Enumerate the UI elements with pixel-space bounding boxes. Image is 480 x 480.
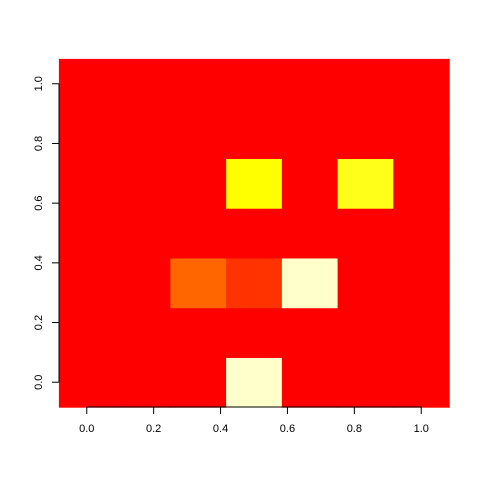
heatmap-cell bbox=[170, 58, 227, 110]
heatmap-cell bbox=[226, 58, 283, 110]
x-tick-label: 1.0 bbox=[414, 423, 429, 435]
heatmap-cell bbox=[58, 307, 116, 358]
heatmap-cell bbox=[226, 158, 283, 209]
heatmap-cell bbox=[114, 307, 171, 358]
heatmap-cell bbox=[281, 208, 339, 259]
heatmap-cell bbox=[281, 357, 339, 408]
heatmap-cell bbox=[393, 108, 450, 160]
heatmap-cell bbox=[337, 208, 394, 259]
heatmap-cell bbox=[281, 158, 339, 209]
heatmap-cell bbox=[58, 108, 116, 160]
heatmap-cell bbox=[337, 108, 394, 160]
heatmap-cell bbox=[114, 58, 171, 110]
heatmap-cell bbox=[226, 357, 283, 408]
heatmap-cell bbox=[281, 307, 339, 358]
x-tick-label: 0.0 bbox=[79, 423, 94, 435]
heatmap-cell bbox=[58, 208, 116, 259]
x-axis: 0.0 0.2 0.4 0.6 0.8 1.0 bbox=[79, 406, 429, 435]
heatmap-cell bbox=[337, 307, 394, 358]
heatmap-cell bbox=[281, 108, 339, 160]
heatmap-cell bbox=[170, 108, 227, 160]
y-tick-label: 0.8 bbox=[33, 136, 45, 151]
heatmap-cell bbox=[114, 357, 171, 408]
heatmap-cell bbox=[114, 158, 171, 209]
x-tick-label: 0.6 bbox=[280, 423, 295, 435]
heatmap-cell bbox=[281, 257, 339, 309]
heatmap-cell bbox=[226, 108, 283, 160]
y-tick-label: 0.6 bbox=[33, 196, 45, 211]
x-tick-label: 0.8 bbox=[347, 423, 362, 435]
heatmap-cell bbox=[226, 208, 283, 259]
heatmap-cell bbox=[114, 108, 171, 160]
y-tick-label: 0.4 bbox=[33, 255, 45, 270]
heatmap-cell bbox=[393, 357, 450, 408]
heatmap-cell bbox=[337, 158, 394, 209]
heatmap-cell bbox=[226, 257, 283, 309]
heatmap-cell bbox=[337, 58, 394, 110]
x-tick-label: 0.2 bbox=[146, 423, 161, 435]
heatmap-cell bbox=[170, 257, 227, 309]
heatmap-cell bbox=[58, 357, 116, 408]
heatmap-cell bbox=[58, 257, 116, 309]
heatmap-cell bbox=[393, 257, 450, 309]
heatmap-cell bbox=[393, 208, 450, 259]
y-tick-label: 1.0 bbox=[33, 76, 45, 91]
heatmap-cell bbox=[114, 257, 171, 309]
y-tick-label: 0.0 bbox=[33, 375, 45, 390]
heatmap-cell bbox=[58, 158, 116, 209]
heatmap-cell bbox=[170, 208, 227, 259]
heatmap-cell bbox=[170, 158, 227, 209]
heatmap-cell bbox=[226, 307, 283, 358]
heatmap-cell bbox=[393, 307, 450, 358]
y-axis: 0.0 0.2 0.4 0.6 0.8 1.0 bbox=[33, 76, 60, 390]
heatmap-cell bbox=[281, 58, 339, 110]
heatmap-cell bbox=[170, 307, 227, 358]
x-tick-label: 0.4 bbox=[213, 423, 228, 435]
heatmap-cell bbox=[393, 158, 450, 209]
y-tick-label: 0.2 bbox=[33, 315, 45, 330]
heatmap-cell bbox=[393, 58, 450, 110]
heatmap-cell bbox=[170, 357, 227, 408]
heatmap-cell bbox=[58, 58, 116, 110]
heatmap-cell bbox=[337, 257, 394, 309]
heatmap-cell bbox=[337, 357, 394, 408]
heatmap-cell bbox=[114, 208, 171, 259]
heatmap-cells bbox=[58, 58, 450, 408]
